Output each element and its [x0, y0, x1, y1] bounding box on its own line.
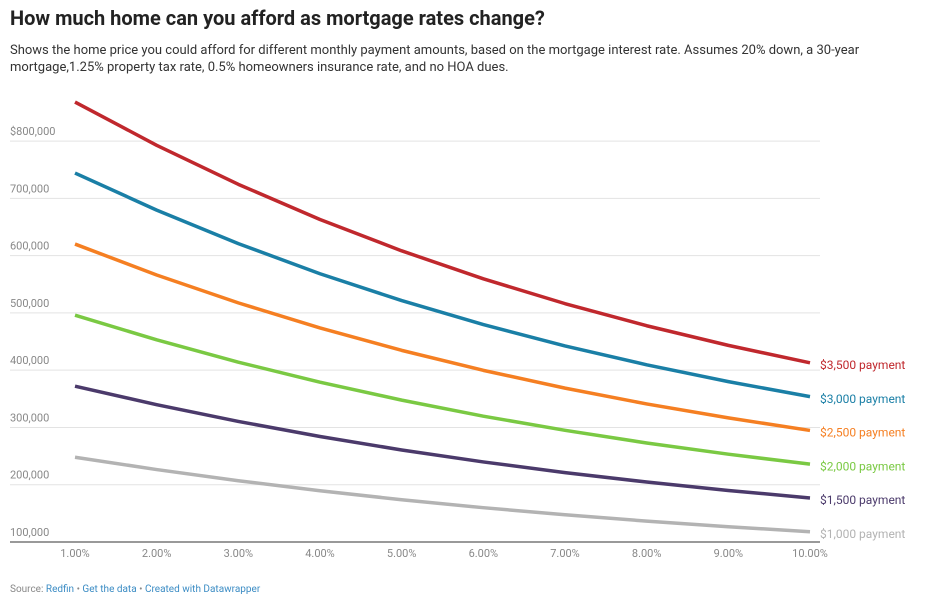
series-line [74, 242, 811, 433]
series-label: $1,500 payment [820, 493, 905, 507]
series-label: $3,500 payment [820, 358, 905, 372]
series-label: $2,500 payment [820, 426, 905, 440]
x-tick-label: 2.00% [142, 547, 172, 560]
x-tick-label: 9.00% [714, 547, 744, 560]
x-tick-label: 3.00% [224, 547, 254, 560]
x-tick-label: 6.00% [469, 547, 499, 560]
source-link[interactable]: Redfin [45, 584, 75, 595]
series-label: $1,000 payment [820, 527, 905, 541]
series-line [74, 313, 811, 466]
series-label: $3,000 payment [820, 392, 905, 406]
y-tick-label: 400,000 [10, 354, 49, 367]
source-label: Source: [10, 584, 44, 595]
series-line [74, 100, 811, 365]
y-tick-label: 500,000 [10, 297, 49, 310]
separator: • [76, 584, 80, 595]
series-line [74, 384, 811, 500]
data-link[interactable]: Get the data [82, 584, 137, 595]
y-tick-label: 100,000 [10, 526, 49, 539]
series-line [74, 455, 811, 534]
y-tick-label: $800,000 [10, 125, 55, 138]
x-tick-label: 7.00% [550, 547, 580, 560]
series-label: $2,000 payment [820, 459, 905, 473]
x-tick-label: 4.00% [305, 547, 335, 560]
series-line [74, 171, 811, 399]
y-tick-label: 300,000 [10, 411, 49, 424]
x-tick-label: 5.00% [387, 547, 417, 560]
chart-subtitle: Shows the home price you could afford fo… [10, 43, 860, 75]
credit-link[interactable]: Created with Datawrapper [144, 584, 261, 595]
separator: • [139, 584, 143, 595]
x-tick-label: 10.00% [792, 547, 828, 560]
footer: Source: Redfin • Get the data • Created … [10, 584, 260, 595]
x-tick-label: 8.00% [632, 547, 662, 560]
y-tick-label: 600,000 [10, 240, 49, 253]
chart: 100,000 200,000 300,000 400,000 500,000 600,0… [10, 100, 905, 560]
y-tick-label: 700,000 [10, 182, 49, 195]
x-tick-label: 1.00% [60, 547, 90, 560]
chart-title: How much home can you afford as mortgage… [10, 6, 545, 30]
y-tick-label: 200,000 [10, 469, 49, 482]
